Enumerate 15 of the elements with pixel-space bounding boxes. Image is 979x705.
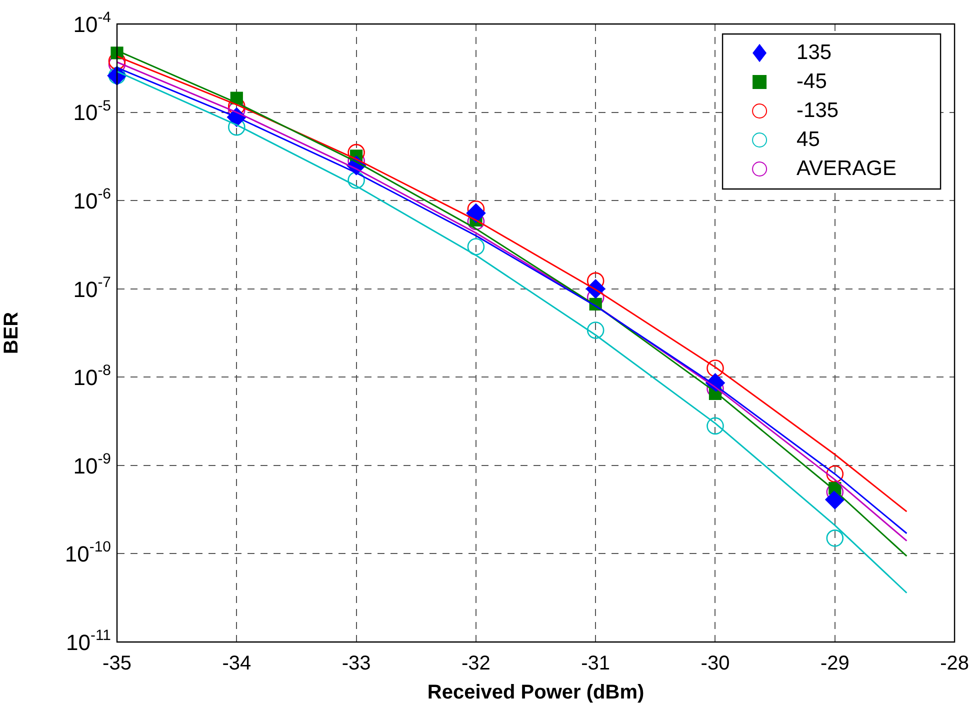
y-axis-title: BER — [0, 311, 23, 354]
legend-label: AVERAGE — [796, 156, 897, 180]
x-tick-label: -34 — [222, 652, 252, 675]
x-tick-label: -33 — [342, 652, 371, 675]
x-tick-label: -29 — [820, 652, 850, 675]
x-tick-label: -30 — [700, 652, 730, 675]
x-tick-label: -31 — [581, 652, 610, 675]
legend-label: 135 — [796, 40, 832, 64]
legend-label: -135 — [796, 98, 839, 122]
x-tick-label: -32 — [461, 652, 490, 675]
x-tick-label: -28 — [940, 652, 969, 675]
x-tick-label: -35 — [102, 652, 132, 675]
x-axis-title: Received Power (dBm) — [427, 682, 644, 704]
legend-label: 45 — [796, 128, 820, 151]
legend-label: -45 — [796, 70, 827, 93]
